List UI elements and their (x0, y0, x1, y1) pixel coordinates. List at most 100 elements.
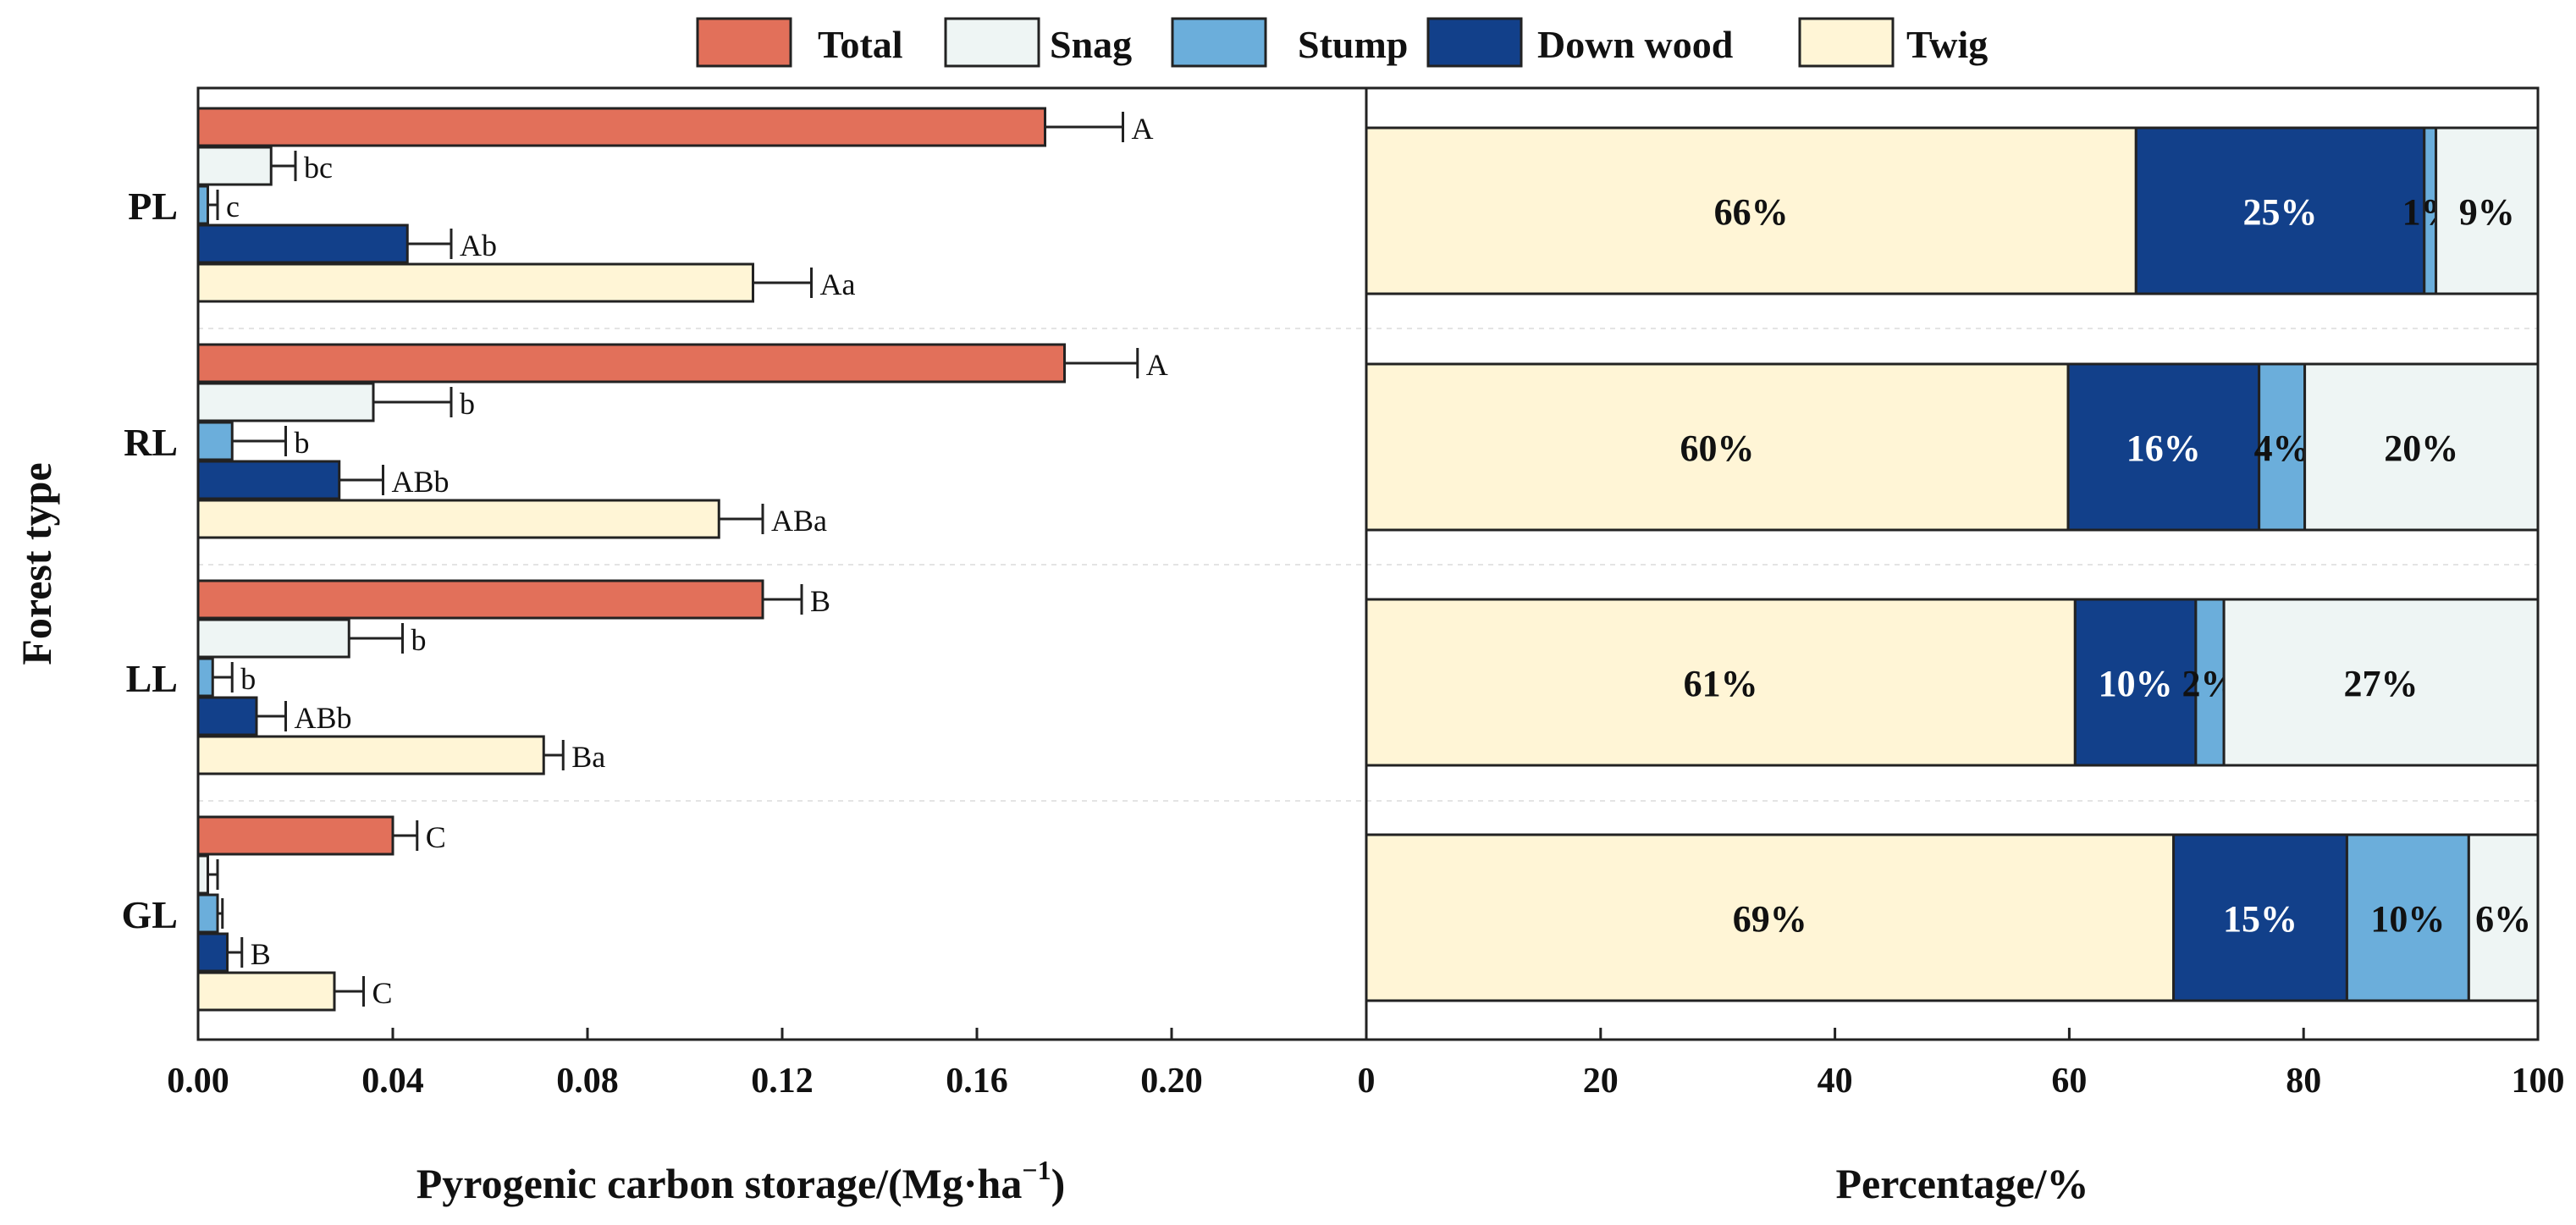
sig-label-ll-total: B (810, 584, 830, 618)
bar-pl-stump (196, 185, 209, 225)
sig-label-rl-stump: b (295, 426, 310, 460)
sig-label-rl-total: A (1146, 348, 1168, 382)
bar-rl-stump (196, 421, 234, 461)
stack-pl-down-wood (2134, 126, 2426, 295)
bar-pl-twig (196, 262, 754, 303)
legend-swatch-stump (1171, 17, 1267, 68)
stack-gl-down-wood (2172, 833, 2348, 1002)
category-label-pl: PL (128, 185, 178, 228)
sig-label-pl-total: A (1132, 112, 1154, 146)
bar-rl-snag (196, 382, 375, 422)
stack-gl-twig (1365, 833, 2176, 1002)
left-x-tick-label: 0.04 (361, 1062, 424, 1101)
sig-label-gl-total: C (426, 820, 446, 854)
bar-ll-snag (196, 618, 350, 659)
stack-gl-snag (2467, 833, 2540, 1002)
right-x-tick-label: 0 (1358, 1062, 1376, 1101)
x-axis-label-superscript: −1 (1022, 1155, 1051, 1185)
sig-label-rl-twig: ABa (771, 504, 827, 538)
bar-rl-total (196, 343, 1066, 384)
left-x-tick-label: 0.20 (1140, 1062, 1203, 1101)
stack-gl-stump (2345, 833, 2470, 1002)
stack-label-rl-stump: 4% (2254, 428, 2310, 469)
bar-ll-total (196, 579, 764, 620)
left-x-tick-label: 0.16 (946, 1062, 1008, 1101)
legend-swatch-snag (944, 17, 1040, 68)
right-plot-frame (1365, 86, 2540, 1041)
stack-label-gl-snag: 6% (2475, 898, 2531, 940)
storage-bar-chart: Abc c Ab Aa PL Ab b ABb ABa RL Bb b ABb Ba LL C B C GL 0.00… (13, 86, 1368, 1207)
stack-label-gl-twig: 69% (1733, 898, 1807, 940)
legend-swatch-total (696, 17, 792, 68)
bar-pl-snag (196, 146, 273, 186)
right-x-tick-label: 80 (2286, 1062, 2321, 1101)
bar-gl-snag (196, 854, 209, 895)
stack-label-pl-twig: 66% (1714, 191, 1789, 233)
sig-label-ll-twig: Ba (571, 740, 605, 774)
stack-rl-down-wood (2066, 362, 2261, 532)
right-x-tick-label: 100 (2512, 1062, 2565, 1101)
bar-ll-down-wood (196, 696, 258, 737)
stack-label-rl-twig: 60% (1680, 428, 1755, 469)
bar-pl-down-wood (196, 223, 409, 264)
bar-rl-twig (196, 499, 720, 539)
right-x-tick-label: 60 (2051, 1062, 2087, 1101)
sig-label-ll-snag: b (411, 623, 427, 657)
left-x-tick-label: 0.12 (751, 1062, 814, 1101)
sig-label-pl-stump: c (226, 190, 240, 223)
bar-ll-stump (196, 657, 214, 698)
sig-label-pl-twig: Aa (820, 268, 856, 301)
legend-swatch-down-wood (1426, 17, 1523, 68)
right-x-tick-label: 40 (1818, 1062, 1853, 1101)
legend-label-stump: Stump (1298, 23, 1408, 66)
bar-rl-down-wood (196, 460, 341, 500)
sig-label-gl-twig: C (372, 976, 393, 1010)
legend-label-down-wood: Down wood (1537, 23, 1734, 66)
left-x-tick-label: 0.00 (167, 1062, 229, 1101)
bar-pl-total (196, 107, 1046, 147)
stack-ll-stump (2194, 598, 2226, 767)
legend-label-total: Total (818, 23, 903, 66)
bar-gl-twig (196, 971, 336, 1012)
category-label-rl: RL (124, 421, 178, 464)
left-x-tick-label: 0.08 (556, 1062, 619, 1101)
stack-ll-snag (2222, 598, 2540, 767)
right-x-axis-label: Percentage/% (1836, 1160, 2089, 1207)
stack-label-rl-snag: 20% (2384, 428, 2458, 469)
stack-rl-stump (2258, 362, 2307, 532)
stack-label-pl-snag: 9% (2459, 191, 2515, 233)
stack-label-ll-twig: 61% (1684, 663, 1758, 704)
bar-gl-total (196, 815, 394, 856)
sig-label-ll-down-wood: ABb (295, 701, 352, 735)
category-label-gl: GL (122, 893, 178, 936)
legend-swatch-twig (1798, 17, 1895, 68)
stack-label-gl-stump: 10% (2370, 898, 2445, 940)
bar-gl-down-wood (196, 932, 229, 973)
bar-gl-stump (196, 893, 219, 934)
legend: Total Snag Stump Down wood Twig (696, 17, 1988, 68)
sig-label-gl-down-wood: B (251, 937, 271, 971)
stack-label-rl-down-wood: 16% (2126, 428, 2201, 469)
stack-rl-twig (1365, 362, 2070, 532)
bar-ll-twig (196, 735, 545, 775)
stack-rl-snag (2303, 362, 2540, 532)
x-axis-label-close: ) (1051, 1160, 1066, 1207)
category-label-ll: LL (126, 657, 178, 700)
stack-ll-twig (1365, 598, 2077, 767)
stack-label-ll-down-wood: 10% (2099, 663, 2173, 704)
left-x-axis-label: Pyrogenic carbon storage/(Mg·ha−1) (416, 1155, 1066, 1207)
stack-label-ll-snag: 27% (2344, 663, 2419, 704)
stack-label-pl-down-wood: 25% (2243, 191, 2318, 233)
legend-label-twig: Twig (1906, 23, 1988, 66)
legend-label-snag: Snag (1050, 23, 1132, 66)
stack-pl-twig (1365, 126, 2137, 295)
sig-label-pl-snag: bc (304, 151, 333, 185)
right-x-tick-label: 20 (1583, 1062, 1619, 1101)
sig-label-rl-down-wood: ABb (392, 465, 450, 499)
y-axis-label: Forest type (13, 462, 60, 665)
sig-label-ll-stump: b (240, 662, 256, 696)
stack-label-gl-down-wood: 15% (2223, 898, 2297, 940)
percentage-stacked-chart: 66% 25% 1% 9%60% 16% 4% 20%61% 10% 2% 27%69% 15% 10… (1358, 86, 2565, 1207)
sig-label-rl-snag: b (460, 387, 475, 421)
